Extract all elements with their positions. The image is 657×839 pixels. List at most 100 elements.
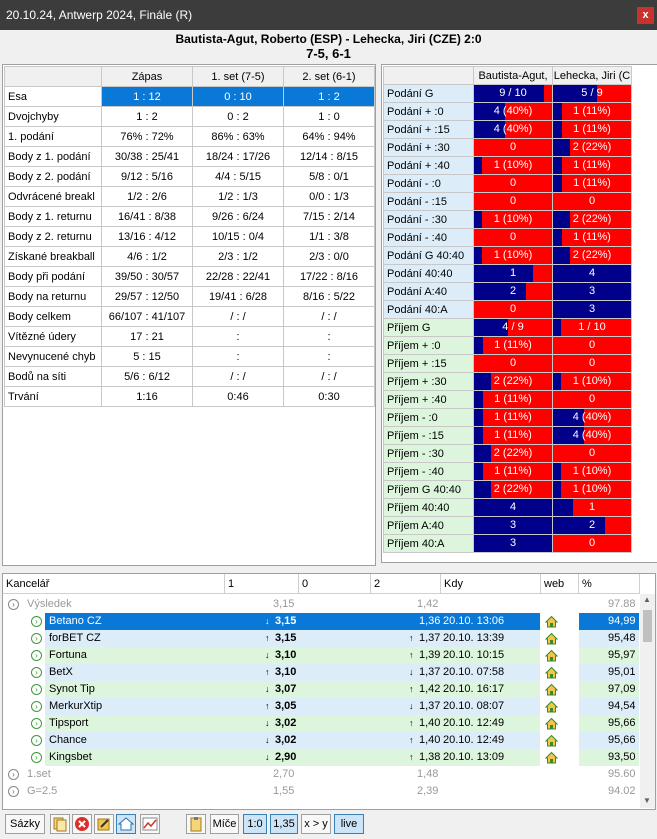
score-button[interactable]: 1:0	[243, 814, 267, 834]
bookmaker-name[interactable]: MerkurXtip	[49, 700, 103, 712]
bets-button[interactable]: Sázky	[5, 814, 45, 834]
odds-away[interactable]: 1,40	[419, 717, 441, 729]
website-house-icon[interactable]	[545, 751, 558, 764]
stats-row[interactable]: Body celkem 66/107 : 41/107/ : / / : /	[4, 306, 375, 327]
odds-row[interactable]: › forBET CZ ↑ 3,15 ↑ 1,37 20.10. 13:39 95,48	[3, 630, 639, 647]
delete-button[interactable]	[72, 814, 92, 834]
stats-col-set1[interactable]: 1. set (7-5)	[192, 66, 284, 87]
close-button[interactable]: x	[637, 7, 654, 24]
odds-row[interactable]: › Výsledek 3,15 1,42 97.88	[3, 596, 639, 613]
stats-row[interactable]: Bodů na síti 5/6 : 6/12/ : / / : /	[4, 366, 375, 387]
compare-button[interactable]: x > y	[301, 814, 331, 834]
website-house-icon[interactable]	[545, 615, 558, 628]
odds-header-pct[interactable]: %	[579, 574, 640, 594]
serve-row[interactable]: Příjem - :0 1 (11%) 4 (40%)	[383, 408, 632, 427]
serve-row[interactable]: Podání 40:40 1 4	[383, 264, 632, 283]
expand-icon[interactable]: ›	[31, 684, 42, 695]
serve-row[interactable]: Příjem + :15 0 0	[383, 354, 632, 373]
copy-button[interactable]	[50, 814, 70, 834]
odds-away[interactable]: 1,39	[419, 649, 441, 661]
serve-player-b[interactable]: Lehecka, Jiri (C	[552, 66, 632, 85]
serve-row[interactable]: Podání - :40 0 1 (11%)	[383, 228, 632, 247]
serve-row[interactable]: Podání - :30 1 (10%) 2 (22%)	[383, 210, 632, 229]
serve-row[interactable]: Příjem G 40:40 2 (22%) 1 (10%)	[383, 480, 632, 499]
stats-row[interactable]: Odvrácené breakl 1/2 : 2/6 1/2 : 1/3 0/0 : …	[4, 186, 375, 207]
odds-row[interactable]: › G=2.5 1,55 2,39 94.02	[3, 783, 639, 800]
expand-icon[interactable]: ›	[31, 752, 42, 763]
scroll-down-icon[interactable]: ▼	[643, 796, 651, 805]
odds-header-away[interactable]: 2	[371, 574, 441, 594]
scroll-thumb[interactable]	[643, 610, 652, 642]
odds-home[interactable]: 2,90	[275, 751, 297, 763]
website-house-icon[interactable]	[545, 649, 558, 662]
odds-away[interactable]: 1,40	[419, 734, 441, 746]
bookmaker-name[interactable]: Synot Tip	[49, 683, 95, 695]
serve-row[interactable]: Příjem + :0 1 (11%) 0	[383, 336, 632, 355]
odds-home[interactable]: 3,07	[275, 683, 297, 695]
odds-row[interactable]: › Synot Tip ↓ 3,07 ↑ 1,42 20.10. 16:17 97,09	[3, 681, 639, 698]
serve-row[interactable]: Podání + :40 1 (10%) 1 (11%)	[383, 156, 632, 175]
serve-row[interactable]: Příjem - :40 1 (11%) 1 (10%)	[383, 462, 632, 481]
collapse-icon[interactable]: ›	[8, 786, 19, 797]
serve-row[interactable]: Podání + :0 4 (40%) 1 (11%)	[383, 102, 632, 121]
serve-row[interactable]: Podání + :30 0 2 (22%)	[383, 138, 632, 157]
website-house-icon[interactable]	[545, 632, 558, 645]
serve-row[interactable]: Příjem + :40 1 (11%) 0	[383, 390, 632, 409]
serve-row[interactable]: Příjem 40:40 4 1	[383, 498, 632, 517]
stats-col-match[interactable]: Zápas	[101, 66, 193, 87]
stats-col-set2[interactable]: 2. set (6-1)	[283, 66, 375, 87]
serve-player-a[interactable]: Bautista-Agut,	[473, 66, 553, 85]
scroll-up-icon[interactable]: ▲	[643, 595, 651, 604]
stats-row[interactable]: Body z 1. podání 30/38 : 25/41 18/24 : 17/…	[4, 146, 375, 167]
odds-header-web[interactable]: web	[541, 574, 579, 594]
odds-away[interactable]: 1,42	[419, 683, 441, 695]
odds-home[interactable]: 3,15	[275, 632, 297, 644]
odds-away[interactable]: 1,37	[419, 632, 441, 644]
odds-away[interactable]: 1,37	[419, 700, 441, 712]
bookmaker-name[interactable]: BetX	[49, 666, 73, 678]
expand-icon[interactable]: ›	[31, 718, 42, 729]
odds-home[interactable]: 3,15	[275, 615, 297, 627]
serve-row[interactable]: Podání + :15 4 (40%) 1 (11%)	[383, 120, 632, 139]
serve-row[interactable]: Příjem - :15 1 (11%) 4 (40%)	[383, 426, 632, 445]
stats-row[interactable]: Vítězné údery 17 : 21::	[4, 326, 375, 347]
serve-row[interactable]: Příjem A:40 3 2	[383, 516, 632, 535]
odds-row[interactable]: › MerkurXtip ↑ 3,05 ↓ 1,37 20.10. 08:07 94,54	[3, 698, 639, 715]
serve-row[interactable]: Podání - :15 0 0	[383, 192, 632, 211]
odds-away[interactable]: 1,36	[419, 615, 441, 627]
odds-row[interactable]: › Betano CZ ↓ 3,15 1,36 20.10. 13:06 94,99	[3, 613, 639, 630]
odds-away[interactable]: 1,37	[419, 666, 441, 678]
serve-row[interactable]: Příjem + :30 2 (22%) 1 (10%)	[383, 372, 632, 391]
stats-row[interactable]: 1. podání 76% : 72% 86% : 63% 64% : 94%	[4, 126, 375, 147]
odds-scrollbar[interactable]: ▲ ▼	[640, 594, 655, 808]
website-house-icon[interactable]	[545, 683, 558, 696]
stats-row[interactable]: Nevynucené chyb 5 : 15::	[4, 346, 375, 367]
odds-header-home[interactable]: 1	[225, 574, 299, 594]
balls-button[interactable]: Míče	[210, 814, 239, 834]
serve-row[interactable]: Příjem - :30 2 (22%) 0	[383, 444, 632, 463]
live-button[interactable]: live	[334, 814, 364, 834]
odds-home[interactable]: 3,10	[275, 666, 297, 678]
home-button[interactable]	[116, 814, 136, 834]
expand-icon[interactable]: ›	[31, 650, 42, 661]
odds-header-bookmaker[interactable]: Kancelář	[3, 574, 225, 594]
expand-icon[interactable]: ›	[31, 616, 42, 627]
odds-row[interactable]: › BetX ↑ 3,10 ↓ 1,37 20.10. 07:58 95,01	[3, 664, 639, 681]
website-house-icon[interactable]	[545, 700, 558, 713]
bookmaker-name[interactable]: Tipsport	[49, 717, 89, 729]
notes-button[interactable]	[186, 814, 206, 834]
edit-button[interactable]	[94, 814, 114, 834]
odds-header-draw[interactable]: 0	[299, 574, 371, 594]
expand-icon[interactable]: ›	[31, 735, 42, 746]
bookmaker-name[interactable]: Chance	[49, 734, 87, 746]
serve-row[interactable]: Podání - :0 0 1 (11%)	[383, 174, 632, 193]
stats-row[interactable]: Body z 1. returnu 16/41 : 8/38 9/26 : 6/24…	[4, 206, 375, 227]
odds-home[interactable]: 3,05	[275, 700, 297, 712]
collapse-icon[interactable]: ›	[8, 599, 19, 610]
serve-row[interactable]: Podání G 9 / 10 5 / 9	[383, 84, 632, 103]
stats-row[interactable]: Body z 2. returnu 13/16 : 4/12 10/15 : 0/4…	[4, 226, 375, 247]
odds-home[interactable]: 3,02	[275, 717, 297, 729]
odds-row[interactable]: › 1.set 2,70 1,48 95.60	[3, 766, 639, 783]
stats-row[interactable]: Trvání 1:16 0:46 0:30	[4, 386, 375, 407]
